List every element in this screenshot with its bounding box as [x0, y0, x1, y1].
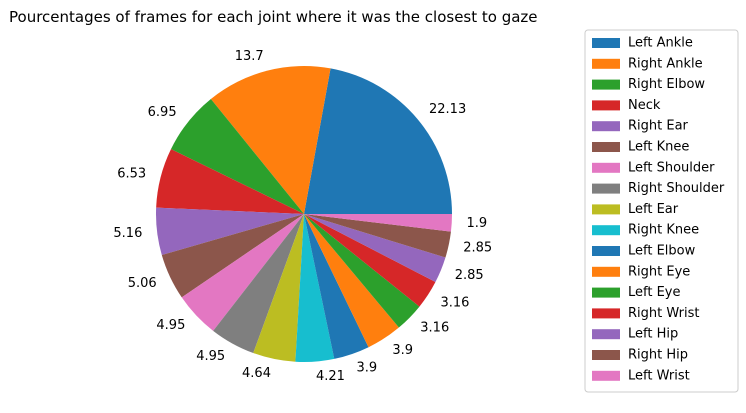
slice-value-label-9: 4.21: [316, 369, 345, 384]
legend-swatch-7: [592, 183, 620, 194]
slice-value-label-14: 2.85: [455, 268, 484, 283]
legend-label-11: Right Eye: [628, 264, 690, 279]
pie-slice-6: [181, 214, 304, 331]
legend-swatch-16: [592, 370, 620, 381]
pie-slice-16: [304, 214, 452, 232]
slice-value-label-15: 2.85: [463, 240, 492, 255]
legend-swatch-4: [592, 121, 620, 132]
legend-swatch-9: [592, 225, 620, 236]
pie-slice-9: [295, 214, 335, 363]
legend-label-14: Left Hip: [628, 327, 678, 342]
legend-label-7: Right Shoulder: [628, 181, 725, 196]
pie-slice-5: [161, 214, 304, 298]
legend-swatch-13: [592, 308, 620, 319]
slice-value-label-16: 1.9: [467, 216, 488, 231]
pie-slice-7: [213, 214, 304, 354]
legend-swatch-15: [592, 350, 620, 360]
pie-slices: [156, 66, 452, 363]
legend-frame: [584, 29, 739, 393]
legend-label-1: Right Ankle: [628, 56, 703, 71]
legend-label-6: Left Shoulder: [628, 160, 715, 175]
slice-value-label-10: 3.9: [357, 361, 378, 376]
legend-swatch-8: [592, 204, 620, 215]
pie-slice-15: [304, 214, 451, 258]
pie-slice-11: [304, 214, 399, 348]
slice-value-label-13: 3.16: [440, 295, 469, 310]
legend-swatch-1: [592, 58, 620, 69]
pie-slice-1: [210, 66, 331, 215]
legend-label-13: Right Wrist: [628, 306, 699, 321]
pie-slice-14: [304, 214, 446, 283]
legend-label-0: Left Ankle: [628, 36, 693, 51]
legend-label-9: Right Knee: [628, 223, 699, 238]
slice-value-label-11: 3.9: [392, 343, 413, 358]
slice-value-labels: 22.13 13.7 6.95 6.53 5.16 5.06 4.95 4.95 4.64 4.2…: [113, 49, 492, 384]
pie-slice-10: [304, 214, 369, 359]
slice-value-label-5: 5.06: [128, 276, 157, 291]
legend-swatch-12: [592, 287, 620, 298]
slice-value-label-2: 6.95: [148, 105, 177, 120]
chart-title: Pourcentages of frames for each joint wh…: [9, 8, 538, 26]
pie-slice-8: [253, 214, 304, 362]
pie-slice-0: [304, 68, 452, 215]
slice-value-label-6: 4.95: [156, 318, 185, 333]
legend-swatch-10: [592, 246, 620, 256]
legend-swatch-14: [592, 329, 620, 340]
slice-value-label-4: 5.16: [113, 226, 142, 241]
legend-label-12: Left Eye: [628, 285, 681, 300]
legend-label-5: Left Knee: [628, 140, 689, 155]
legend-label-8: Left Ear: [628, 202, 679, 217]
legend-swatch-5: [592, 142, 620, 152]
legend-swatch-3: [592, 100, 620, 111]
slice-value-label-3: 6.53: [117, 166, 146, 181]
slice-value-label-7: 4.95: [196, 349, 225, 364]
legend-swatch-6: [592, 162, 620, 173]
legend-swatch-2: [592, 79, 620, 90]
slice-value-label-1: 13.7: [235, 49, 264, 64]
legend-label-3: Neck: [628, 98, 661, 113]
pie-slice-12: [304, 214, 420, 328]
slice-value-label-12: 3.16: [420, 320, 449, 335]
legend-swatch-11: [592, 266, 620, 277]
pie-slice-4: [156, 207, 304, 256]
legend-label-10: Left Elbow: [628, 244, 696, 259]
slice-value-label-0: 22.13: [429, 102, 466, 117]
legend: Left Ankle Right Ankle Right Elbow Neck Righ…: [584, 29, 739, 393]
legend-label-4: Right Ear: [628, 119, 689, 134]
legend-label-2: Right Elbow: [628, 77, 705, 92]
slice-value-label-8: 4.64: [242, 366, 271, 381]
pie-slice-2: [170, 98, 304, 214]
pie-slice-3: [156, 149, 304, 214]
legend-swatch-0: [592, 38, 620, 48]
legend-label-16: Left Wrist: [628, 368, 690, 383]
pie-slice-13: [304, 214, 436, 307]
legend-label-15: Right Hip: [628, 348, 688, 363]
